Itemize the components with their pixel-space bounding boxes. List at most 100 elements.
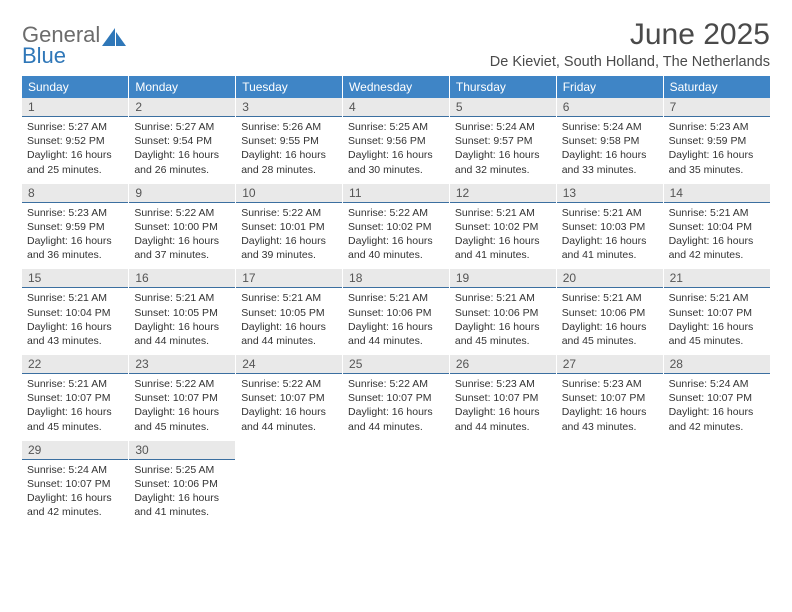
day-number: 9 [129,184,235,203]
day-details: Sunrise: 5:27 AMSunset: 9:52 PMDaylight:… [22,117,128,184]
sunrise-line: Sunrise: 5:22 AM [348,206,444,220]
calendar-cell: 18Sunrise: 5:21 AMSunset: 10:06 PMDaylig… [343,269,450,355]
sunset-line: Sunset: 9:56 PM [348,134,444,148]
calendar-cell: 22Sunrise: 5:21 AMSunset: 10:07 PMDaylig… [22,355,129,441]
sunrise-line: Sunrise: 5:21 AM [348,291,444,305]
calendar-cell: 9Sunrise: 5:22 AMSunset: 10:00 PMDayligh… [129,184,236,270]
weekday-header: Sunday [22,76,129,98]
day-number: 5 [450,98,556,117]
day-number: 18 [343,269,449,288]
day-details: Sunrise: 5:22 AMSunset: 10:07 PMDaylight… [343,374,449,441]
sunset-line: Sunset: 10:07 PM [241,391,337,405]
day-number: 10 [236,184,342,203]
sunset-line: Sunset: 10:04 PM [669,220,765,234]
calendar-table: SundayMondayTuesdayWednesdayThursdayFrid… [22,76,770,526]
daylight-line: Daylight: 16 hours and 44 minutes. [241,320,337,348]
calendar-cell: 17 Sunrise: 5:21 AMSunset: 10:05 PMDaylig… [236,269,343,355]
daylight-line: Daylight: 16 hours and 43 minutes. [27,320,123,348]
sunset-line: Sunset: 9:57 PM [455,134,551,148]
calendar-week-row: 22Sunrise: 5:21 AMSunset: 10:07 PMDaylig… [22,355,770,441]
day-details: Sunrise: 5:24 AMSunset: 9:58 PMDaylight:… [557,117,663,184]
daylight-line: Daylight: 16 hours and 44 minutes. [134,320,230,348]
page-header: General Blue June 2025 De Kieviet, South… [22,18,770,70]
day-details: Sunrise: 5:21 AMSunset: 10:02 PMDaylight… [450,203,556,270]
day-details: Sunrise: 5:27 AMSunset: 9:54 PMDaylight:… [129,117,235,184]
day-number: 20 [557,269,663,288]
sunset-line: Sunset: 10:02 PM [348,220,444,234]
day-details: Sunrise: 5:21 AMSunset: 10:07 PMDaylight… [664,288,770,355]
day-number: 8 [22,184,128,203]
calendar-cell: 12Sunrise: 5:21 AMSunset: 10:02 PMDaylig… [449,184,556,270]
day-number: 11 [343,184,449,203]
weekday-header: Tuesday [236,76,343,98]
daylight-line: Daylight: 16 hours and 42 minutes. [669,405,765,433]
daylight-line: Daylight: 16 hours and 36 minutes. [27,234,123,262]
calendar-cell: 23Sunrise: 5:22 AMSunset: 10:07 PMDaylig… [129,355,236,441]
day-details: Sunrise: 5:24 AMSunset: 10:07 PMDaylight… [22,460,128,527]
sunset-line: Sunset: 10:04 PM [27,306,123,320]
calendar-cell: 21Sunrise: 5:21 AMSunset: 10:07 PMDaylig… [663,269,770,355]
calendar-cell: 25Sunrise: 5:22 AMSunset: 10:07 PMDaylig… [343,355,450,441]
daylight-line: Daylight: 16 hours and 41 minutes. [455,234,551,262]
sunrise-line: Sunrise: 5:23 AM [455,377,551,391]
sunrise-line: Sunrise: 5:23 AM [562,377,658,391]
calendar-page: General Blue June 2025 De Kieviet, South… [0,0,792,536]
day-number: 14 [664,184,770,203]
sunrise-line: Sunrise: 5:21 AM [562,206,658,220]
calendar-cell: 30Sunrise: 5:25 AMSunset: 10:06 PMDaylig… [129,441,236,527]
calendar-week-row: 1Sunrise: 5:27 AMSunset: 9:52 PMDaylight… [22,98,770,184]
sunset-line: Sunset: 10:03 PM [562,220,658,234]
day-number: 1 [22,98,128,117]
sunset-line: Sunset: 10:06 PM [348,306,444,320]
day-details: Sunrise: 5:22 AMSunset: 10:07 PMDaylight… [236,374,342,441]
daylight-line: Daylight: 16 hours and 25 minutes. [27,148,123,176]
day-details: Sunrise: 5:21 AMSunset: 10:06 PMDaylight… [343,288,449,355]
sunset-line: Sunset: 10:05 PM [241,306,337,320]
calendar-body: 1Sunrise: 5:27 AMSunset: 9:52 PMDaylight… [22,98,770,526]
calendar-cell [556,441,663,527]
day-details: Sunrise: 5:22 AMSunset: 10:00 PMDaylight… [129,203,235,270]
calendar-cell: 5Sunrise: 5:24 AMSunset: 9:57 PMDaylight… [449,98,556,184]
sunset-line: Sunset: 9:59 PM [27,220,123,234]
sunrise-line: Sunrise: 5:24 AM [669,377,765,391]
day-number: 27 [557,355,663,374]
calendar-cell: 6Sunrise: 5:24 AMSunset: 9:58 PMDaylight… [556,98,663,184]
day-details: Sunrise: 5:22 AMSunset: 10:01 PMDaylight… [236,203,342,270]
day-details: Sunrise: 5:23 AMSunset: 10:07 PMDaylight… [557,374,663,441]
sunset-line: Sunset: 10:07 PM [27,391,123,405]
sunrise-line: Sunrise: 5:22 AM [348,377,444,391]
calendar-cell: 26Sunrise: 5:23 AMSunset: 10:07 PMDaylig… [449,355,556,441]
daylight-line: Daylight: 16 hours and 37 minutes. [134,234,230,262]
calendar-cell: 7Sunrise: 5:23 AMSunset: 9:59 PMDaylight… [663,98,770,184]
sunset-line: Sunset: 10:07 PM [348,391,444,405]
day-number: 26 [450,355,556,374]
day-details: Sunrise: 5:21 AMSunset: 10:06 PMDaylight… [450,288,556,355]
title-block: June 2025 De Kieviet, South Holland, The… [490,18,770,70]
sunrise-line: Sunrise: 5:22 AM [134,206,230,220]
calendar-week-row: 8Sunrise: 5:23 AMSunset: 9:59 PMDaylight… [22,184,770,270]
sunset-line: Sunset: 10:06 PM [455,306,551,320]
sunrise-line: Sunrise: 5:21 AM [455,291,551,305]
sunrise-line: Sunrise: 5:25 AM [348,120,444,134]
day-number: 17 [236,269,342,288]
daylight-line: Daylight: 16 hours and 45 minutes. [134,405,230,433]
sunrise-line: Sunrise: 5:21 AM [669,206,765,220]
daylight-line: Daylight: 16 hours and 43 minutes. [562,405,658,433]
daylight-line: Daylight: 16 hours and 45 minutes. [562,320,658,348]
day-number: 25 [343,355,449,374]
logo-text: General Blue [22,24,100,67]
sunset-line: Sunset: 9:58 PM [562,134,658,148]
day-number: 7 [664,98,770,117]
sunrise-line: Sunrise: 5:21 AM [241,291,337,305]
calendar-cell: 19Sunrise: 5:21 AMSunset: 10:06 PMDaylig… [449,269,556,355]
sunrise-line: Sunrise: 5:27 AM [134,120,230,134]
weekday-header: Friday [556,76,663,98]
day-details: Sunrise: 5:21 AMSunset: 10:07 PMDaylight… [22,374,128,441]
weekday-header: Thursday [449,76,556,98]
sunset-line: Sunset: 10:06 PM [134,477,230,491]
daylight-line: Daylight: 16 hours and 44 minutes. [348,320,444,348]
daylight-line: Daylight: 16 hours and 28 minutes. [241,148,337,176]
daylight-line: Daylight: 16 hours and 42 minutes. [27,491,123,519]
calendar-cell: 15Sunrise: 5:21 AMSunset: 10:04 PMDaylig… [22,269,129,355]
day-details: Sunrise: 5:25 AMSunset: 10:06 PMDaylight… [129,460,235,527]
